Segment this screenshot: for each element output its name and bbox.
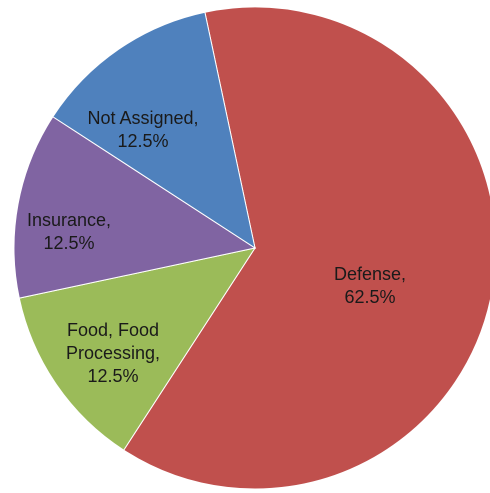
data-label-insurance: Insurance, 12.5% [27,210,111,253]
pie-slice-insurance [13,116,257,299]
pie-labels: Defense, 62.5% Food, Food Processing, 12.5% I… [27,108,406,386]
pie-slice-food-food-processing [18,247,257,451]
pie-slices [13,6,490,490]
pie-slice-not-assigned [52,11,256,250]
data-label-food-food-processing: Food, Food Processing, 12.5% [66,320,160,386]
data-label-defense: Defense, 62.5% [334,264,406,307]
pie-slice-defense [123,6,490,490]
data-label-not-assigned: Not Assigned, 12.5% [87,108,198,151]
